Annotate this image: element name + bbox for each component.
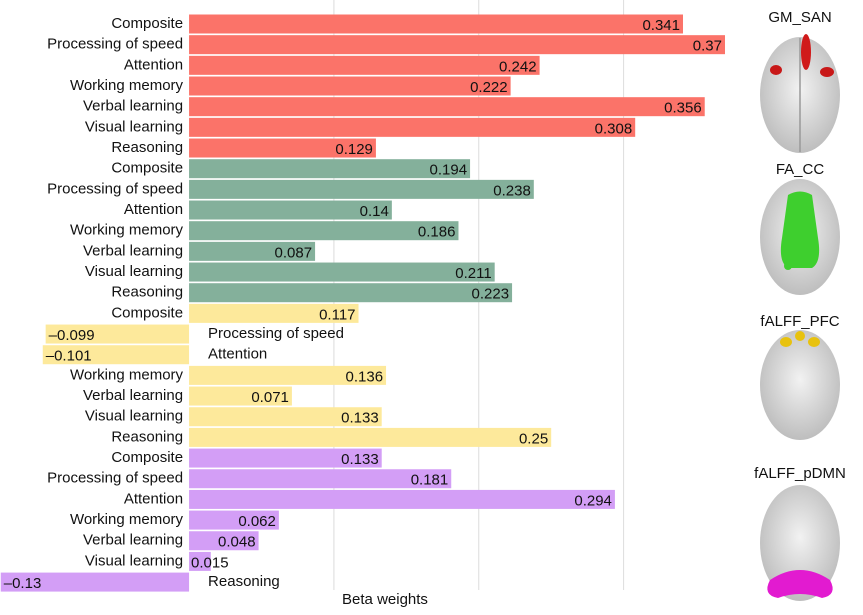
- value-label: 0.238: [493, 182, 531, 199]
- category-label: Processing of speed: [47, 180, 183, 197]
- value-label: –0.13: [4, 575, 42, 592]
- value-label: 0.071: [251, 389, 289, 406]
- category-label: Reasoning: [111, 428, 183, 445]
- category-label: Working memory: [70, 366, 184, 383]
- bar: [189, 97, 705, 117]
- value-label: 0.14: [360, 203, 389, 220]
- bar: [189, 365, 387, 385]
- category-label: Visual learning: [85, 263, 183, 280]
- value-label: 0.341: [642, 17, 680, 34]
- bar: [189, 241, 316, 261]
- bar: [189, 489, 615, 509]
- value-label: 0.194: [430, 162, 468, 179]
- category-label: Verbal learning: [83, 532, 183, 549]
- category-label: Composite: [111, 449, 183, 466]
- bar: [189, 510, 279, 530]
- bar: [189, 117, 636, 137]
- bar: [189, 427, 552, 447]
- bar: [189, 200, 392, 220]
- value-label: 0.294: [574, 492, 612, 509]
- bars: Composite 0.341 Processing of speed 0.37 Att…: [0, 14, 725, 592]
- value-label: 0.222: [470, 79, 508, 96]
- category-label: Attention: [124, 56, 183, 73]
- value-label: –0.099: [49, 327, 95, 344]
- bar: [189, 76, 511, 96]
- brain-image: [760, 330, 840, 440]
- bar: [189, 221, 459, 241]
- category-label: Attention: [208, 346, 267, 363]
- category-label: Verbal learning: [83, 242, 183, 259]
- bar: [189, 448, 382, 468]
- category-label: Composite: [111, 160, 183, 177]
- category-label: Working memory: [70, 77, 184, 94]
- bar: [189, 14, 683, 34]
- category-label: Processing of speed: [47, 470, 183, 487]
- bar: [189, 55, 540, 75]
- category-label: Composite: [111, 15, 183, 32]
- bar: [45, 324, 190, 344]
- value-label: 0.211: [455, 265, 491, 282]
- category-label: Reasoning: [208, 573, 280, 590]
- value-label: 0.129: [335, 141, 373, 158]
- value-label: 0.015: [191, 554, 229, 571]
- value-label: 0.062: [238, 513, 276, 530]
- bar: [189, 283, 513, 303]
- bar: [189, 469, 452, 489]
- value-label: 0.356: [664, 100, 702, 117]
- category-label: Verbal learning: [83, 387, 183, 404]
- bar: [189, 138, 376, 158]
- category-label: Processing of speed: [47, 36, 183, 53]
- value-label: 0.37: [693, 38, 722, 55]
- category-label: Attention: [124, 201, 183, 218]
- value-label: –0.101: [46, 348, 92, 365]
- value-label: 0.223: [472, 286, 510, 303]
- category-label: Attention: [124, 490, 183, 507]
- brain-image: [760, 179, 840, 295]
- value-label: 0.136: [346, 368, 384, 385]
- bar: [0, 572, 190, 592]
- bar: [189, 551, 211, 571]
- category-label: Verbal learning: [83, 98, 183, 115]
- bar: [189, 159, 471, 179]
- category-label: Visual learning: [85, 408, 183, 425]
- legend-label: fALFF_pDMN: [754, 465, 846, 482]
- category-label: Processing of speed: [208, 325, 344, 342]
- category-label: Working memory: [70, 511, 184, 528]
- category-label: Visual learning: [85, 118, 183, 135]
- value-label: 0.308: [595, 120, 633, 137]
- value-label: 0.181: [411, 472, 449, 489]
- value-label: 0.186: [418, 224, 456, 241]
- legend-label: fALFF_PFC: [760, 313, 839, 330]
- bar: [189, 386, 292, 406]
- bar: [189, 407, 382, 427]
- brain-image: [760, 34, 840, 153]
- category-label: Composite: [111, 304, 183, 321]
- category-label: Reasoning: [111, 284, 183, 301]
- bar: [189, 35, 725, 55]
- legend-label: FA_CC: [776, 161, 825, 178]
- bar: [189, 262, 495, 282]
- value-label: 0.048: [218, 534, 256, 551]
- brain-image: [760, 485, 840, 601]
- value-label: 0.117: [319, 306, 355, 323]
- legend-label: GM_SAN: [768, 9, 831, 26]
- category-label: Visual learning: [85, 552, 183, 569]
- category-label: Reasoning: [111, 139, 183, 156]
- x-axis-label: Beta weights: [342, 591, 428, 608]
- value-label: 0.242: [499, 58, 537, 75]
- bar: [189, 531, 259, 551]
- category-label: Working memory: [70, 222, 184, 239]
- value-label: 0.133: [341, 451, 379, 468]
- value-label: 0.087: [275, 244, 313, 261]
- brain-images: [760, 34, 840, 601]
- bar: [42, 345, 190, 365]
- bar: [189, 179, 534, 199]
- bar: [189, 303, 359, 323]
- value-label: 0.133: [341, 410, 379, 427]
- value-label: 0.25: [519, 430, 548, 447]
